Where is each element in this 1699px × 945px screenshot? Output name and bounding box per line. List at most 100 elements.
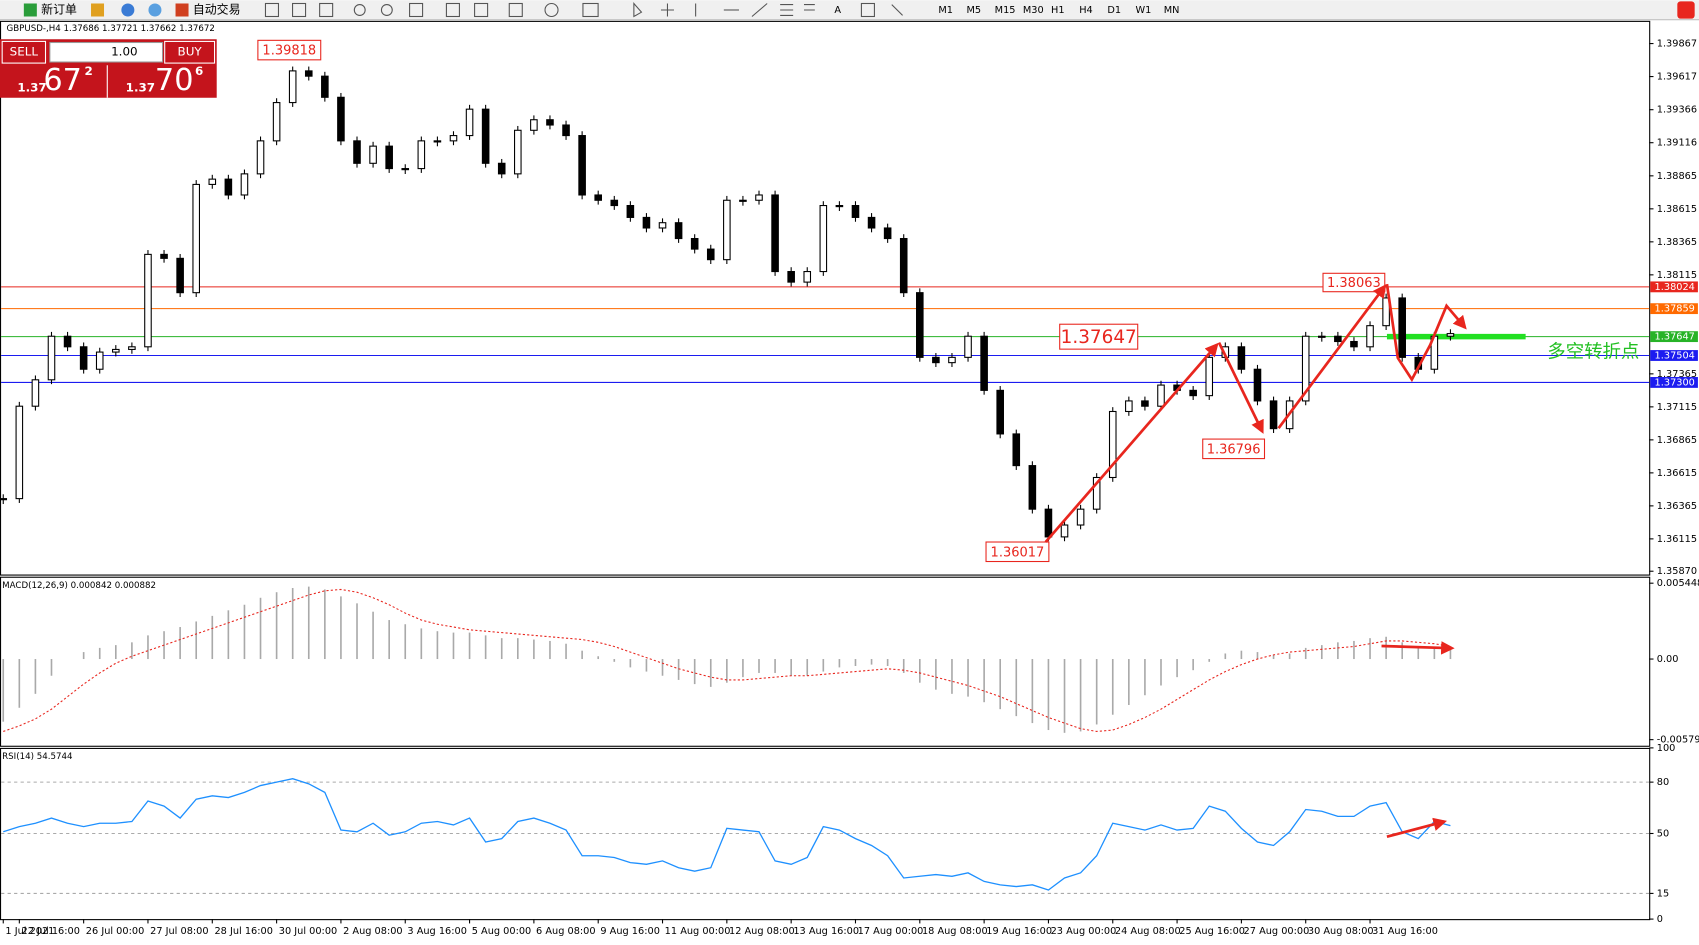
timeframe[interactable]: W1 <box>1136 5 1152 16</box>
candle <box>256 140 265 175</box>
buy-price-frac[interactable]: 6 <box>195 64 203 78</box>
candle <box>867 216 876 229</box>
y-tick-label: 1.36615 <box>1657 468 1697 479</box>
tool-icon[interactable] <box>148 3 162 17</box>
candle <box>192 183 201 294</box>
y-tick-label: 1.35870 <box>1657 566 1697 577</box>
timeframe[interactable]: MN <box>1164 5 1180 16</box>
candle <box>353 140 361 164</box>
candle <box>674 222 683 240</box>
x-tick-label: 22 Jul 16:00 <box>21 926 79 937</box>
lot-value[interactable]: 1.00 <box>111 45 138 59</box>
y-tick-label: 100 <box>1657 743 1676 754</box>
candle <box>562 124 570 137</box>
sell-label[interactable]: SELL <box>10 45 39 59</box>
arrow <box>1381 641 1455 655</box>
candle <box>304 70 313 77</box>
buy-price-big[interactable]: 1.37 <box>126 81 155 95</box>
candle <box>272 102 281 142</box>
macd-signal <box>3 588 1451 732</box>
tool-icon[interactable] <box>121 3 135 17</box>
arrow <box>1277 284 1387 430</box>
candle <box>1125 400 1133 413</box>
y-tick-label: 1.38365 <box>1657 237 1697 248</box>
x-tick-label: 18 Aug 08:00 <box>922 926 988 937</box>
sell-price-frac[interactable]: 2 <box>85 64 93 78</box>
text-tool[interactable]: A <box>834 5 841 16</box>
y-tick-label: 1.39867 <box>1657 39 1697 50</box>
macd-frame <box>0 576 1651 747</box>
candle <box>337 96 345 142</box>
sell-price-pips[interactable]: 67 <box>43 63 82 98</box>
price-annotation-box <box>985 541 1050 563</box>
arrow <box>1385 283 1467 383</box>
x-tick-label: 31 Aug 16:00 <box>1372 926 1438 937</box>
candle <box>321 75 329 98</box>
autotrade-icon[interactable] <box>175 3 189 17</box>
price-annotation: 1.37647 <box>1061 327 1137 348</box>
candle <box>739 199 747 202</box>
y-tick-label: -0.00579 <box>1657 735 1699 746</box>
candle <box>1092 476 1101 510</box>
candle <box>176 257 184 294</box>
candle <box>1108 410 1117 479</box>
candle <box>1366 325 1374 348</box>
candle <box>706 248 715 261</box>
lot-input[interactable] <box>49 41 164 63</box>
toolbar-icons[interactable] <box>264 2 903 18</box>
candle <box>497 162 506 175</box>
candle <box>95 351 104 370</box>
candle <box>79 346 88 370</box>
new-order[interactable]: 新订单 <box>41 2 77 16</box>
candle <box>47 335 56 381</box>
price-level-label: 1.37300 <box>1655 377 1695 388</box>
buy-price-pips[interactable]: 70 <box>155 63 194 98</box>
candle <box>481 108 490 164</box>
candle <box>932 356 940 364</box>
x-tick-label: 23 Aug 00:00 <box>1051 926 1117 937</box>
timeframe[interactable]: H4 <box>1079 5 1093 16</box>
candle <box>144 253 152 348</box>
timeframe[interactable]: M5 <box>967 5 982 16</box>
candle <box>964 335 972 358</box>
x-tick-label: 28 Jul 16:00 <box>214 926 272 937</box>
y-tick-label: 0 <box>1657 914 1663 925</box>
main-frame <box>0 20 1651 576</box>
tool-icon[interactable] <box>91 3 105 17</box>
candle <box>1318 335 1326 338</box>
timeframe[interactable]: H1 <box>1051 5 1065 16</box>
timeframe[interactable]: M1 <box>938 5 953 16</box>
buy-button[interactable] <box>164 40 216 64</box>
candle <box>980 335 988 391</box>
timeframe[interactable]: M15 <box>995 5 1016 16</box>
price-level-label: 1.37504 <box>1655 351 1695 362</box>
alert-icon[interactable] <box>1677 1 1695 19</box>
candle <box>401 168 410 171</box>
y-tick-label: 1.38115 <box>1657 270 1697 281</box>
candle <box>1301 335 1310 402</box>
candle <box>819 205 828 273</box>
candle <box>883 227 892 240</box>
sell-price-big[interactable]: 1.37 <box>17 81 46 95</box>
candle <box>1076 508 1085 526</box>
candle <box>160 253 168 259</box>
candle <box>1253 368 1262 402</box>
x-tick-label: 6 Aug 08:00 <box>536 926 596 937</box>
autotrade[interactable]: 自动交易 <box>193 2 241 16</box>
timeframe[interactable]: M30 <box>1023 5 1044 16</box>
candle <box>658 222 667 229</box>
sell-button[interactable] <box>1 40 47 64</box>
x-tick-label: 2 Aug 08:00 <box>343 926 403 937</box>
new-order-icon[interactable] <box>23 3 37 17</box>
candle <box>610 199 619 207</box>
x-tick-label: 26 Jul 00:00 <box>86 926 144 937</box>
turning-point-note: 多空转折点 <box>1547 341 1639 362</box>
arrow <box>1044 342 1219 543</box>
buy-label[interactable]: BUY <box>178 45 203 59</box>
price-annotation: 1.39818 <box>262 44 316 59</box>
rsi-line <box>3 778 1451 891</box>
y-tick-label: 1.36115 <box>1657 534 1697 545</box>
x-tick-label: 24 Aug 08:00 <box>1115 926 1181 937</box>
timeframe[interactable]: D1 <box>1107 5 1121 16</box>
